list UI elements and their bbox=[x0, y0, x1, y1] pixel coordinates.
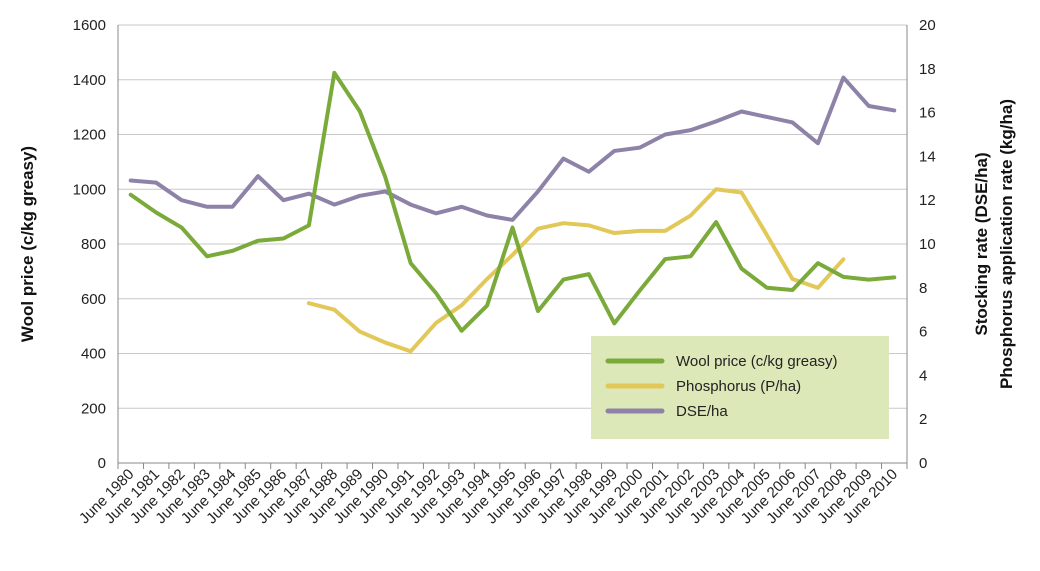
y2-tick-label: 2 bbox=[919, 411, 927, 428]
axes: 0 200 400 600 800 1000 1200 1400 1600 0 2 4 6 8 10 12 14… bbox=[73, 17, 936, 527]
y-tick-label: 400 bbox=[81, 346, 106, 363]
y-tick-label: 1000 bbox=[73, 181, 106, 198]
y2-tick-label: 10 bbox=[919, 236, 936, 253]
y2-tick-label: 0 bbox=[919, 455, 927, 472]
y-tick-label: 1600 bbox=[73, 17, 106, 34]
legend: Wool price (c/kg greasy) Phosphorus (P/ha… bbox=[591, 336, 889, 439]
legend-label: Wool price (c/kg greasy) bbox=[676, 353, 837, 370]
y2-tick-label: 18 bbox=[919, 61, 936, 78]
y-tick-label: 1200 bbox=[73, 127, 106, 144]
series-line-2 bbox=[128, 75, 897, 222]
y-tick-label: 0 bbox=[98, 455, 106, 472]
y2-tick-label: 6 bbox=[919, 324, 927, 341]
legend-label: Phosphorus (P/ha) bbox=[676, 378, 801, 395]
legend-label: DSE/ha bbox=[676, 403, 728, 420]
y-tick-label: 1400 bbox=[73, 72, 106, 89]
y2-tick-label: 20 bbox=[919, 17, 936, 34]
y2-tick-label: 12 bbox=[919, 192, 936, 209]
y2-tick-label: 14 bbox=[919, 148, 936, 165]
series-lines bbox=[128, 70, 897, 354]
series-line-1 bbox=[306, 187, 846, 354]
y-tick-label: 600 bbox=[81, 291, 106, 308]
y-tick-label: 800 bbox=[81, 236, 106, 253]
y2-axis-title-line2: Phosphorus application rate (kg/ha) bbox=[997, 99, 1016, 389]
y-axis-title: Wool price (c/kg greasy) bbox=[18, 146, 37, 342]
y2-tick-label: 8 bbox=[919, 280, 927, 297]
y2-tick-label: 16 bbox=[919, 105, 936, 122]
y2-axis-title-line1: Stocking rate (DSE/ha) bbox=[972, 152, 991, 335]
series-line-0 bbox=[128, 70, 897, 333]
y-tick-label: 200 bbox=[81, 400, 106, 417]
y2-tick-label: 4 bbox=[919, 367, 927, 384]
